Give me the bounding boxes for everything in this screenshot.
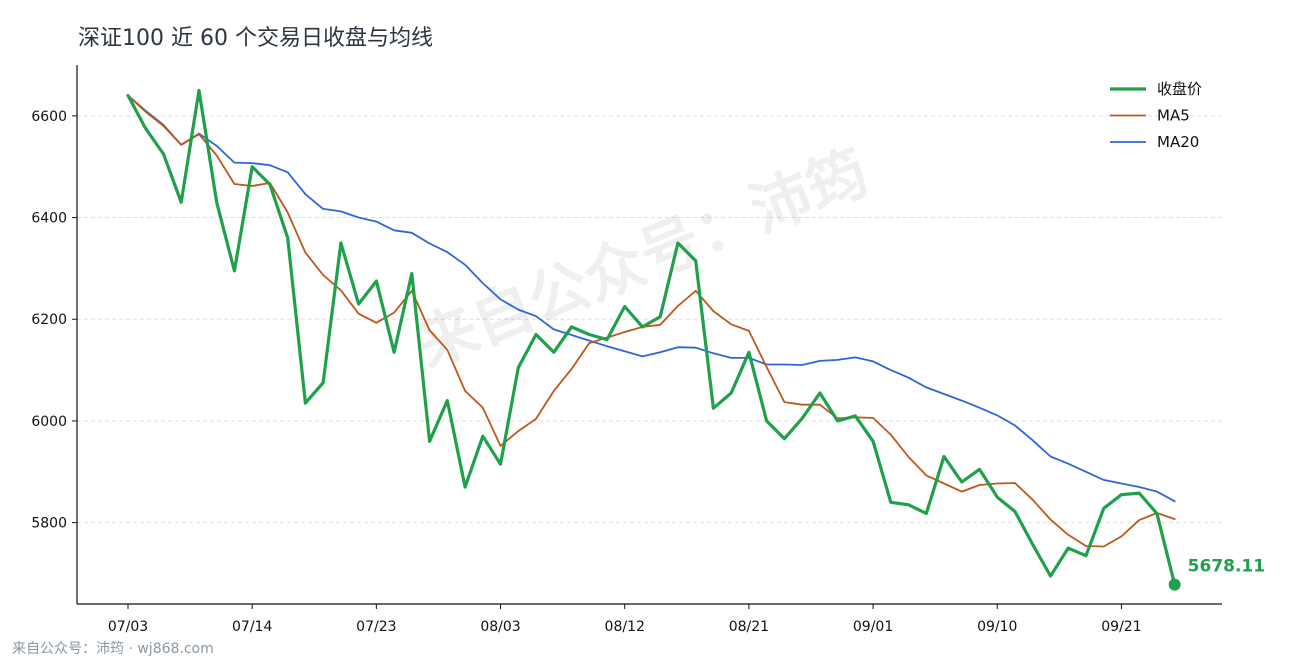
x-tick-label: 09/10: [977, 619, 1017, 635]
series-line-close: [126, 88, 1177, 587]
legend-label: MA20: [1157, 133, 1199, 151]
x-tick-label: 08/12: [605, 619, 645, 635]
series-line-ma5: [127, 94, 1176, 548]
y-tick-label: 6400: [31, 211, 67, 227]
series-lines: 5678.11: [126, 88, 1265, 591]
legend-label: MA5: [1157, 107, 1190, 125]
x-tick-label: 07/23: [356, 619, 396, 635]
y-tick-label: 6600: [31, 109, 67, 125]
axes: 5800 6000 6200 6400 6600 07/03 07/14 07/23 08/03…: [31, 65, 1222, 635]
y-tick-label: 6200: [31, 312, 67, 328]
watermark-text: 来自公众号：沛筠: [407, 137, 878, 382]
legend: 收盘价 MA5 MA20: [1110, 80, 1202, 151]
x-tick-label: 07/03: [108, 619, 148, 635]
chart-title: 深证100 近 60 个交易日收盘与均线: [78, 26, 433, 51]
last-close-label: 5678.11: [1188, 557, 1265, 577]
series-line-ma20: [127, 94, 1176, 503]
y-tick-label: 6000: [31, 414, 67, 430]
y-tick-label: 5800: [31, 516, 67, 532]
x-tick-label: 08/21: [729, 619, 769, 635]
footer-source: 来自公众号：沛筠 · wj868.com: [12, 641, 214, 657]
grid-lines: [77, 115, 1222, 524]
x-tick-label: 09/01: [853, 619, 893, 635]
x-tick-label: 08/03: [480, 619, 520, 635]
last-close-point: [1168, 578, 1181, 591]
x-tick-label: 09/21: [1101, 619, 1141, 635]
legend-label: 收盘价: [1157, 80, 1202, 98]
x-tick-label: 07/14: [232, 619, 272, 635]
